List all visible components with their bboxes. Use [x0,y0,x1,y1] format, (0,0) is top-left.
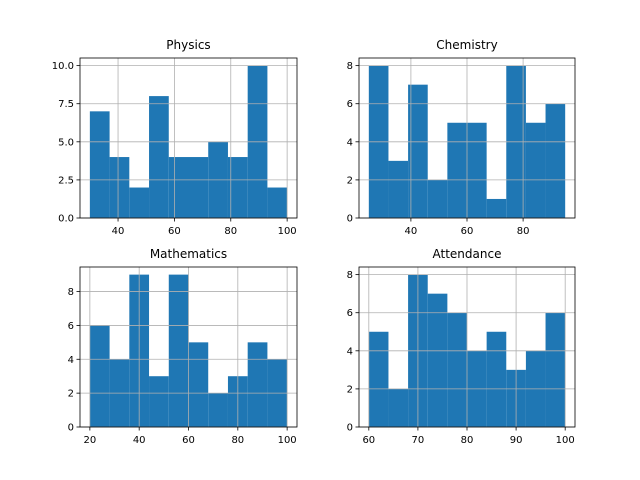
mathematics-xtick-label: 60 [182,435,195,446]
physics-bar [149,96,169,218]
physics-xtick-label: 60 [168,226,181,237]
physics-xtick-label: 80 [224,226,237,237]
mathematics-ytick-label: 6 [68,321,74,332]
chemistry-ytick-label: 2 [347,175,353,186]
physics-title: Physics [166,38,210,52]
mathematics-title: Mathematics [150,247,227,261]
mathematics-bar [168,274,189,427]
mathematics-bar [188,342,209,427]
chemistry-ytick-label: 6 [347,99,353,110]
chemistry-bar [545,103,566,218]
mathematics-xtick-label: 80 [231,435,244,446]
chemistry-bar [427,179,448,218]
physics-axes-frame [79,57,298,219]
physics-bar [89,111,110,218]
attendance-ytick-label: 0 [347,423,353,434]
attendance-bar [447,312,467,427]
mathematics-bar [89,325,110,427]
physics-ytick-label: 2.5 [58,175,74,186]
attendance-bar [388,388,409,427]
mathematics-xtick-label: 20 [83,435,96,446]
chemistry-bar [486,198,507,218]
chemistry-xtick-label: 60 [461,226,474,237]
attendance-bar [427,293,448,427]
attendance-bar [486,331,507,427]
physics-bar [267,187,288,218]
mathematics-xtick-label: 40 [133,435,146,446]
attendance-ytick-label: 8 [347,270,353,281]
attendance-histogram: Attendance 60 70 80 90 100 0 2 4 6 8 [347,247,576,446]
chemistry-title: Chemistry [436,38,497,52]
physics-xtick-label: 40 [112,226,125,237]
attendance-ytick-label: 4 [347,346,353,357]
mathematics-bar [149,376,169,427]
mathematics-ytick-label: 8 [68,287,74,298]
chemistry-xtick-label: 80 [517,226,530,237]
mathematics-bar [208,393,228,427]
chemistry-bar [408,84,428,219]
attendance-xtick-label: 100 [556,435,575,446]
physics-ytick-label: 5.0 [58,137,74,148]
physics-bar [129,187,150,218]
attendance-xtick-label: 80 [461,435,474,446]
attendance-ytick-label: 2 [347,384,353,395]
attendance-xtick-label: 90 [510,435,523,446]
physics-xtick-label: 100 [278,226,297,237]
physics-bar [109,157,130,218]
chemistry-histogram: Chemistry 40 60 80 0 2 4 6 8 [347,38,576,237]
mathematics-bar [247,342,268,427]
physics-histogram: Physics 40 60 80 100 0.0 2.5 5.0 7.5 10.0 [52,38,298,237]
physics-ytick-label: 7.5 [58,99,74,110]
physics-ytick-label: 0.0 [58,214,74,225]
chemistry-ytick-label: 8 [347,61,353,72]
attendance-title: Attendance [433,247,502,261]
attendance-xtick-label: 70 [412,435,425,446]
chemistry-bar [447,122,467,218]
chemistry-bar [388,160,409,218]
mathematics-ytick-label: 2 [68,389,74,400]
chemistry-bar [525,122,546,218]
chemistry-xtick-label: 40 [405,226,418,237]
attendance-bar [545,312,566,427]
attendance-bar [368,331,389,427]
chemistry-ytick-label: 0 [347,214,353,225]
mathematics-xtick-label: 100 [278,435,297,446]
attendance-xtick-label: 60 [362,435,375,446]
physics-bar [188,157,209,218]
attendance-ytick-label: 6 [347,308,353,319]
chemistry-bar [467,122,487,218]
mathematics-ytick-label: 4 [68,355,74,366]
mathematics-ytick-label: 0 [68,423,74,434]
physics-ytick-label: 10.0 [52,61,74,72]
physics-bar [168,157,189,218]
physics-bar [227,157,248,218]
mathematics-histogram: Mathematics 20 40 60 80 100 0 2 4 6 8 [68,247,298,446]
chemistry-ytick-label: 4 [347,137,353,148]
